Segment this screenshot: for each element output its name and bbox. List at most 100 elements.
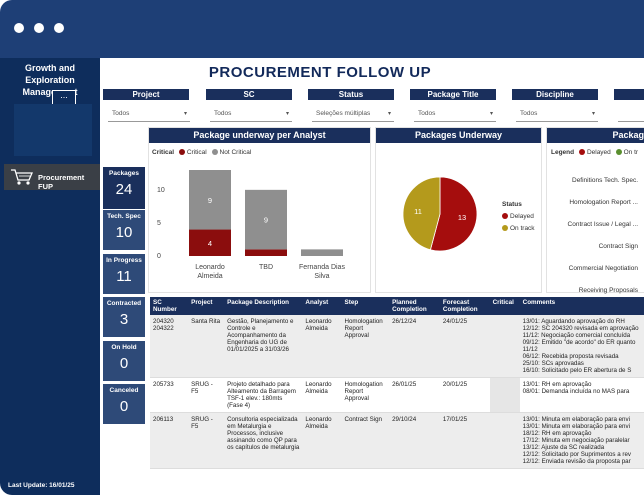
- filter-value: Todos: [418, 110, 436, 117]
- bar-segment: [189, 170, 231, 230]
- pie-legend: Status Delayed On track: [502, 199, 535, 235]
- table-cell-desc: Projeto detalhado para Alteamento da Bar…: [224, 377, 303, 413]
- legend-item: Delayed: [586, 149, 611, 157]
- column-header[interactable]: Forecast Completion: [439, 297, 490, 315]
- table-cell-project: SRUG - F5: [188, 377, 225, 413]
- legend-item: On track: [510, 225, 535, 232]
- column-header[interactable]: Planned Completion: [389, 297, 440, 315]
- legend-dot-icon: [502, 224, 508, 231]
- table-cell-sc: 206113: [150, 412, 189, 469]
- table-cell-planned: 26/12/24: [389, 315, 440, 378]
- table-cell-analyst: Leonardo Almeida: [302, 315, 342, 378]
- legend-item: Critical: [186, 149, 207, 157]
- filter-value: Todos: [520, 110, 538, 117]
- table-row[interactable]: 204320 204322 Santa Rita Gestão, Planejamen…: [150, 315, 644, 378]
- column-header[interactable]: Package Description: [224, 297, 303, 315]
- table-cell-desc: Consultoria especializada em Metalurgia …: [224, 412, 303, 469]
- column-header[interactable]: SC Number: [150, 297, 189, 315]
- sidebar-item-label: Procurement FUP: [38, 173, 85, 191]
- page-title: PROCUREMENT FOLLOW UP: [208, 64, 432, 81]
- bar-segment: [245, 189, 287, 250]
- procurement-table: SC Number Project Package Description Analy…: [150, 297, 644, 495]
- table-cell-critical: [489, 412, 520, 469]
- column-header[interactable]: Project: [188, 297, 225, 315]
- packages-underway-panel: Packages Underway 13 11 Status Delayed On…: [375, 127, 542, 293]
- column-header[interactable]: Analyst: [302, 297, 342, 315]
- filter-sc-select[interactable]: Todos ▾: [210, 106, 292, 122]
- kpi-value: 10: [115, 224, 133, 241]
- kpi-value: 3: [119, 311, 129, 328]
- window-dot-icon[interactable]: [14, 23, 24, 33]
- kpi-contracted: Contracted 3: [103, 297, 145, 337]
- filter-package-title-select[interactable]: Todos ▾: [414, 106, 496, 122]
- legend-item: Delayed: [510, 213, 534, 220]
- kpi-value: 11: [116, 268, 132, 285]
- column-header[interactable]: Comments: [519, 297, 644, 315]
- legend-dot-icon: [211, 149, 218, 155]
- panel-title: Packages Underway: [376, 128, 541, 143]
- filter-status-header: Status: [308, 89, 394, 100]
- table-cell-sc: 205733: [150, 377, 189, 413]
- panel-title: Packag: [547, 128, 644, 143]
- bar-data-label: 4: [208, 239, 212, 248]
- table-cell-comments: 13/01: Minuta em elaboração para envi 13/…: [519, 412, 644, 469]
- kpi-label: In Progress: [106, 257, 142, 264]
- legend-dot-icon: [578, 149, 585, 155]
- panel-title: Package underway per Analyst: [149, 128, 370, 143]
- kpi-value: 0: [119, 355, 129, 372]
- table-cell-comments: 13/01: RH em aprovação 08/01: Demanda inc…: [519, 377, 644, 413]
- filter-discipline-header: Discipline: [512, 89, 598, 100]
- pie-data-label: 13: [458, 213, 466, 222]
- kpi-on-hold: On Hold 0: [103, 341, 145, 381]
- kpi-value: 0: [119, 398, 129, 415]
- chart-legend: Critical Critical Not Critical: [152, 149, 251, 156]
- stacked-bar-chart: 0 5 10 4 9 Leonardo Almeida 9 TBD Fernanda Dias Si…: [157, 170, 345, 280]
- table-row[interactable]: 205733 SRUG - F5 Projeto detalhado para Al…: [150, 377, 644, 413]
- step-label: Contract Issue / Legal ...: [567, 221, 638, 228]
- filter-discipline-select[interactable]: Todos ▾: [516, 106, 598, 122]
- table-cell-step: Homologation Report Approval: [341, 377, 390, 413]
- filter-sc-header: SC: [206, 89, 292, 100]
- chevron-down-icon: ▾: [183, 111, 187, 117]
- y-tick-label: 0: [157, 253, 161, 260]
- y-tick-label: 5: [157, 220, 161, 227]
- filter-extra-header: [614, 89, 644, 100]
- table-cell-sc: 204320 204322: [150, 315, 189, 378]
- kpi-label: Contracted: [106, 300, 142, 307]
- chevron-down-icon: ▾: [591, 111, 595, 117]
- y-tick-label: 10: [157, 187, 165, 194]
- legend-item: On tr: [623, 149, 639, 157]
- chart-legend: Legend Delayed On tr: [551, 149, 638, 156]
- kpi-canceled: Canceled 0: [103, 384, 145, 424]
- table-row[interactable]: 206113 SRUG - F5 Consultoria especializada…: [150, 412, 644, 469]
- filter-project-select[interactable]: Todos ▾: [108, 106, 190, 122]
- legend-title: Status: [502, 201, 522, 208]
- cart-icon: [11, 169, 33, 185]
- sidebar-item-procurement-fup[interactable]: Procurement FUP: [4, 164, 100, 191]
- chevron-down-icon: ▾: [489, 111, 493, 117]
- filter-extra-select[interactable]: [618, 106, 644, 122]
- more-options-button[interactable]: ...: [52, 90, 76, 105]
- kpi-label: Canceled: [109, 387, 139, 394]
- column-header[interactable]: Step: [341, 297, 390, 315]
- bar-segment: [189, 229, 231, 256]
- window-dot-icon[interactable]: [34, 23, 44, 33]
- table-cell-project: Santa Rita: [188, 315, 225, 378]
- sidebar-panel: [14, 104, 92, 156]
- filter-status-select[interactable]: Seleções múltiplas ▾: [312, 106, 394, 122]
- table-cell-critical: [489, 315, 520, 378]
- step-label: Receiving Proposals: [578, 287, 638, 294]
- legend-item: Not Critical: [219, 149, 252, 157]
- table-cell-planned: 29/10/24: [389, 412, 440, 469]
- window-dot-icon[interactable]: [54, 23, 64, 33]
- column-header[interactable]: Critical: [489, 297, 520, 315]
- step-label: Contract Sign: [598, 243, 638, 250]
- bar-segment: [301, 249, 343, 256]
- package-status-panel: Packag Legend Delayed On tr Definitions …: [546, 127, 644, 294]
- table-cell-forecast: 17/01/25: [439, 412, 490, 469]
- legend-dot-icon: [615, 149, 622, 155]
- legend-title: Critical: [152, 149, 175, 157]
- x-tick-label: Fernanda Dias Silva: [299, 264, 345, 280]
- kpi-tech-spec: Tech. Spec 10: [103, 210, 145, 250]
- bar-segment: [245, 249, 287, 256]
